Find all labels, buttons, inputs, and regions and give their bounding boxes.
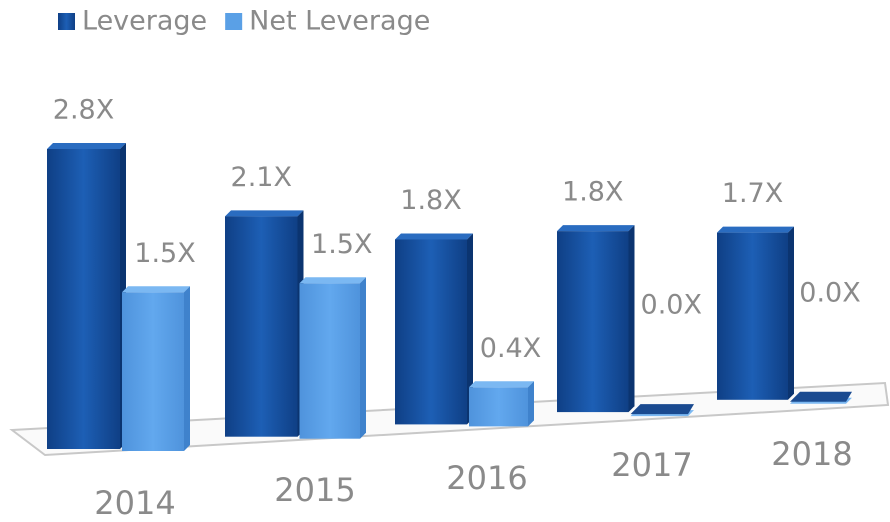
value-label: 0.4X [480,333,541,364]
bar-top [557,225,635,232]
value-label: 1.5X [134,238,195,269]
value-label: 2.1X [231,162,292,193]
bar-flat [630,404,694,415]
value-label: 0.0X [799,277,860,308]
bar [557,225,635,413]
value-label: 0.0X [641,290,702,321]
bar-top [469,381,534,388]
bar-front [717,232,788,400]
bar-side [184,286,190,451]
legend-label: Net Leverage [249,6,430,37]
bar-front [47,149,120,449]
x-tick-label: 2015 [274,471,355,509]
value-label: 1.5X [311,229,372,260]
legend-label: Leverage [82,6,207,37]
value-label: 1.8X [400,185,461,216]
x-tick-label: 2018 [771,435,852,473]
bar-top [717,226,794,233]
bar [790,391,852,404]
value-label: 2.8X [53,95,114,126]
bar [299,277,366,439]
bar-front [122,292,184,451]
bar-side [360,277,366,439]
bar [395,233,473,425]
bar [47,143,126,449]
x-tick-label: 2014 [94,484,175,522]
value-label: 1.7X [722,178,783,209]
bar-front [469,387,528,427]
bar-side [467,233,473,425]
bar [225,210,304,437]
bar-front [299,283,360,439]
x-tick-label: 2017 [611,446,692,484]
bar-flat [790,391,852,402]
bar-top [122,286,190,293]
bar [630,404,694,417]
bar [717,226,794,400]
legend-swatch [58,13,75,30]
value-label: 1.8X [562,177,623,208]
bar-front [225,216,298,437]
bar-side [788,226,794,400]
bar-front [395,239,467,425]
bar-side [628,225,635,413]
bar-top [47,143,126,149]
bar [469,381,534,427]
bar [122,286,190,451]
bar-top [299,277,366,284]
legend-swatch [225,13,243,30]
bar-front [557,231,629,413]
bar-top [395,233,473,240]
bar-side [528,381,534,427]
x-tick-label: 2016 [446,459,527,497]
bar-top [225,210,304,217]
